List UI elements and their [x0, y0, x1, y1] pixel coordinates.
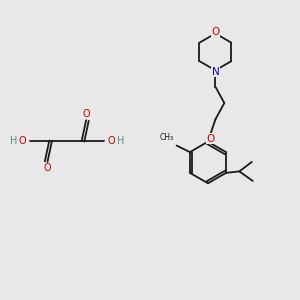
Text: H: H — [10, 136, 17, 146]
Text: H: H — [117, 136, 124, 146]
Text: O: O — [83, 109, 91, 119]
Text: N: N — [212, 67, 219, 77]
Text: CH₃: CH₃ — [160, 133, 174, 142]
Text: O: O — [18, 136, 26, 146]
Text: O: O — [43, 164, 51, 173]
Text: O: O — [107, 136, 115, 146]
Text: O: O — [206, 134, 214, 144]
Text: O: O — [211, 27, 220, 37]
